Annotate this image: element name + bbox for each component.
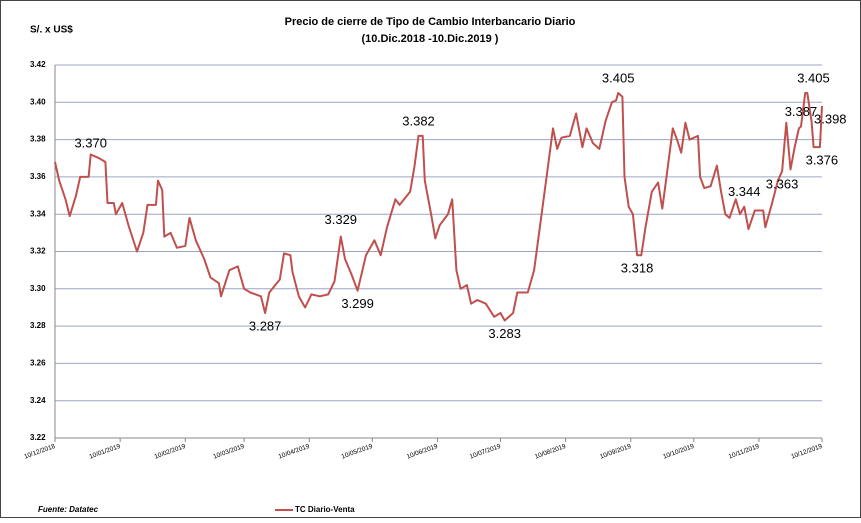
data-label: 3.376	[806, 152, 839, 167]
y-axis-label: S/. x US$	[30, 25, 73, 36]
y-tick-label: 3.24	[30, 396, 46, 405]
data-label: 3.329	[325, 212, 358, 227]
y-tick-label: 3.22	[30, 433, 46, 442]
chart-title: Precio de cierre de Tipo de Cambio Inter…	[285, 16, 576, 28]
data-label: 3.405	[797, 70, 830, 85]
data-label: 3.287	[249, 318, 282, 333]
data-label: 3.318	[621, 261, 654, 276]
data-label: 3.344	[728, 184, 761, 199]
y-tick-label: 3.38	[30, 135, 46, 144]
data-line	[54, 92, 823, 322]
y-tick-label: 3.32	[30, 247, 46, 256]
data-label: 3.398	[814, 111, 847, 126]
data-label: 3.387	[785, 104, 818, 119]
legend-label: TC Diario-Venta	[295, 505, 355, 514]
data-label: 3.283	[488, 326, 521, 341]
chart-subtitle: (10.Dic.2018 -10.Dic.2019 )	[362, 33, 499, 45]
data-label: 3.382	[402, 113, 435, 128]
data-label: 3.363	[766, 177, 799, 192]
data-label: 3.405	[602, 70, 635, 85]
data-label: 3.299	[341, 296, 374, 311]
y-tick-label: 3.40	[30, 97, 46, 106]
y-tick-label: 3.30	[30, 284, 46, 293]
y-tick-label: 3.34	[30, 209, 46, 218]
y-tick-label: 3.28	[30, 321, 46, 330]
y-tick-label: 3.42	[30, 60, 46, 69]
y-tick-label: 3.26	[30, 359, 46, 368]
data-label: 3.370	[74, 136, 107, 151]
source-note: Fuente: Datatec	[38, 505, 99, 514]
y-tick-label: 3.36	[30, 172, 46, 181]
